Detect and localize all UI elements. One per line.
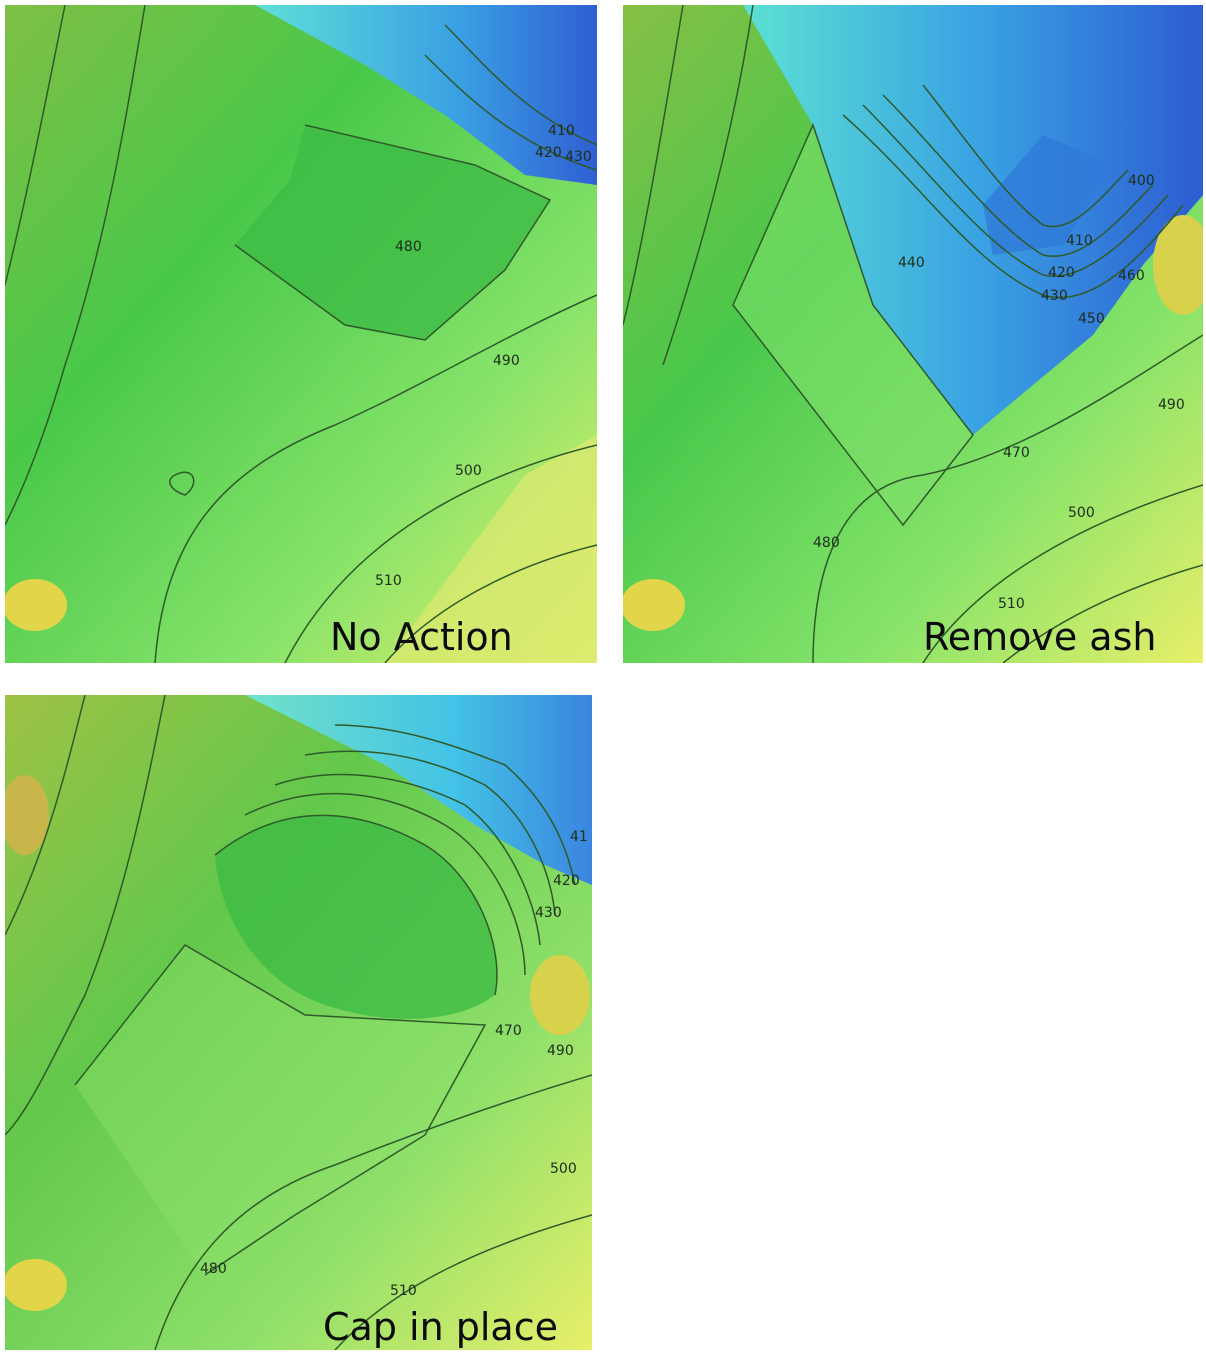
contour-label-410: 410 xyxy=(1066,233,1093,249)
hill-zone xyxy=(623,579,685,631)
remove-ash-contour-map: 400 410 420 430 450 460 440 490 470 500 … xyxy=(623,5,1203,663)
contour-label-480: 480 xyxy=(813,535,840,551)
cap-in-place-contour-map: 41 420 430 470 490 500 480 510 Cap in pl… xyxy=(5,695,592,1350)
low-elevation-zone xyxy=(255,5,597,185)
contour-label-510: 510 xyxy=(390,1283,417,1299)
contour-label-460: 460 xyxy=(1118,268,1145,284)
contour-label-470: 470 xyxy=(1003,445,1030,461)
capped-area xyxy=(75,945,485,1275)
low-elevation-zone xyxy=(245,695,592,885)
contour-label-490: 490 xyxy=(493,353,520,369)
contour-label-420: 420 xyxy=(1048,265,1075,281)
hill-zone xyxy=(5,579,67,631)
hill-zone-east xyxy=(530,955,590,1035)
contour-lines xyxy=(5,695,592,1350)
contour-label-480: 480 xyxy=(395,239,422,255)
contour-label-440: 440 xyxy=(898,255,925,271)
no-action-contour-map: 410 420 430 480 490 500 510 No Action xyxy=(5,5,597,663)
former-pond-area xyxy=(733,125,973,525)
contour-label-410: 410 xyxy=(548,123,575,139)
contour-label-500: 500 xyxy=(1068,505,1095,521)
contour-lines xyxy=(5,5,597,663)
contour-label-500: 500 xyxy=(455,463,482,479)
contour-label-470: 470 xyxy=(495,1023,522,1039)
contour-label-400: 400 xyxy=(1128,173,1155,189)
panel-title: No Action xyxy=(330,615,513,659)
map-panel-no-action: 410 420 430 480 490 500 510 No Action xyxy=(5,5,597,663)
contour-label-510: 510 xyxy=(375,573,402,589)
cap-mound xyxy=(215,815,497,1019)
contour-lines xyxy=(623,5,1203,663)
contour-label-430: 430 xyxy=(565,149,592,165)
deep-zone xyxy=(983,135,1113,255)
contour-label-500: 500 xyxy=(550,1161,577,1177)
contour-label-450: 450 xyxy=(1078,311,1105,327)
hill-zone xyxy=(5,1259,67,1311)
contour-label-420: 420 xyxy=(553,873,580,889)
ash-pond-area xyxy=(235,125,550,340)
map-panel-remove-ash: 400 410 420 430 450 460 440 490 470 500 … xyxy=(623,5,1203,663)
contour-label-430: 430 xyxy=(535,905,562,921)
hill-zone-west xyxy=(5,775,49,855)
map-panel-cap-in-place: 41 420 430 470 490 500 480 510 Cap in pl… xyxy=(5,695,592,1350)
panel-title: Cap in place xyxy=(323,1305,558,1349)
contour-label-490: 490 xyxy=(547,1043,574,1059)
contour-label-430: 430 xyxy=(1041,288,1068,304)
contour-label-480: 480 xyxy=(200,1261,227,1277)
excavated-zone xyxy=(743,5,1203,435)
contour-label-41: 41 xyxy=(570,829,588,845)
contour-label-490: 490 xyxy=(1158,397,1185,413)
contour-label-420: 420 xyxy=(535,145,562,161)
hill-zone-east xyxy=(1153,215,1203,315)
contour-label-510: 510 xyxy=(998,596,1025,612)
high-elevation-zone xyxy=(385,435,597,663)
panel-title: Remove ash xyxy=(923,615,1156,659)
